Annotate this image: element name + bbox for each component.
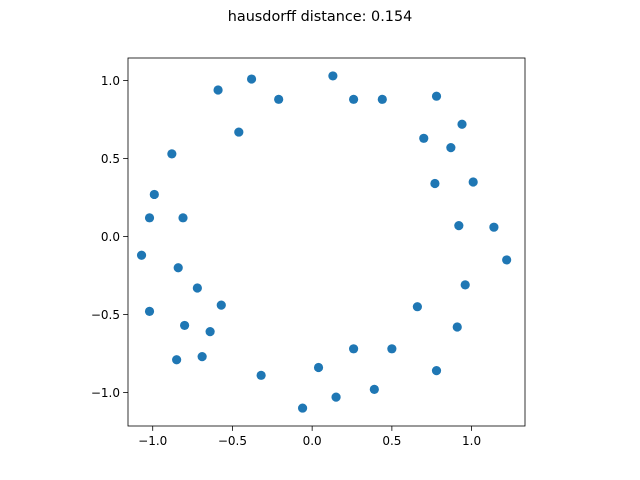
scatter-point bbox=[468, 177, 478, 187]
scatter-point bbox=[431, 366, 442, 376]
scatter-point bbox=[489, 222, 499, 232]
scatter-point bbox=[172, 355, 182, 365]
scatter-point bbox=[502, 255, 512, 265]
chart-title: hausdorff distance: 0.154 bbox=[228, 9, 413, 25]
scatter-point bbox=[197, 352, 207, 362]
scatter-point bbox=[144, 213, 155, 223]
scatter-point bbox=[144, 306, 155, 316]
scatter-point bbox=[180, 320, 190, 331]
scatter-point bbox=[430, 178, 440, 189]
scatter-point bbox=[205, 327, 215, 337]
scatter-point bbox=[419, 133, 429, 143]
y-tick-label: 1.0 bbox=[101, 74, 120, 88]
scatter-point bbox=[213, 85, 223, 95]
y-tick-label: −1.0 bbox=[91, 386, 120, 400]
scatter-point bbox=[178, 213, 188, 223]
scatter-point bbox=[431, 91, 442, 101]
scatter-point bbox=[349, 94, 359, 104]
scatter-point bbox=[412, 302, 422, 312]
x-tick-label: 1.0 bbox=[462, 434, 481, 448]
scatter-point bbox=[274, 94, 284, 104]
x-axis-ticks: −1.0 −0.5 0.0 0.5 1.0 bbox=[138, 426, 481, 448]
scatter-point bbox=[297, 403, 308, 413]
scatter-point bbox=[173, 263, 183, 273]
plot-axes: −1.0 −0.5 0.0 0.5 1.0 −1.0 −0.5 0.0 0.5 1.0 bbox=[91, 57, 526, 448]
scatter-point bbox=[234, 127, 244, 137]
scatter-point bbox=[454, 221, 464, 231]
scatter-point bbox=[331, 392, 341, 402]
scatter-point bbox=[328, 71, 338, 81]
x-tick-label: −0.5 bbox=[218, 434, 247, 448]
x-tick-label: 0.5 bbox=[382, 434, 401, 448]
x-tick-label: −1.0 bbox=[138, 434, 167, 448]
scatter-point bbox=[136, 250, 147, 260]
scatter-point bbox=[387, 344, 397, 354]
y-tick-label: 0.5 bbox=[101, 152, 120, 166]
scatter-point bbox=[149, 189, 159, 200]
scatter-point bbox=[167, 149, 177, 159]
scatter-point bbox=[246, 74, 257, 84]
axes-frame bbox=[127, 57, 526, 427]
scatter-point bbox=[369, 384, 379, 394]
scatter-point bbox=[460, 280, 470, 290]
scatter-points bbox=[136, 71, 512, 413]
scatter-point bbox=[313, 362, 324, 373]
y-axis-ticks: −1.0 −0.5 0.0 0.5 1.0 bbox=[91, 74, 128, 400]
y-tick-label: 0.0 bbox=[101, 230, 120, 244]
scatter-point bbox=[446, 143, 456, 153]
scatter-point bbox=[452, 322, 462, 332]
scatter-point bbox=[377, 94, 387, 104]
scatter-point bbox=[256, 370, 266, 380]
scatter-point bbox=[349, 344, 359, 354]
scatter-point bbox=[457, 119, 467, 129]
y-tick-label: −0.5 bbox=[91, 308, 120, 322]
scatter-point bbox=[216, 300, 226, 310]
scatter-point bbox=[192, 283, 202, 293]
x-tick-label: 0.0 bbox=[303, 434, 322, 448]
